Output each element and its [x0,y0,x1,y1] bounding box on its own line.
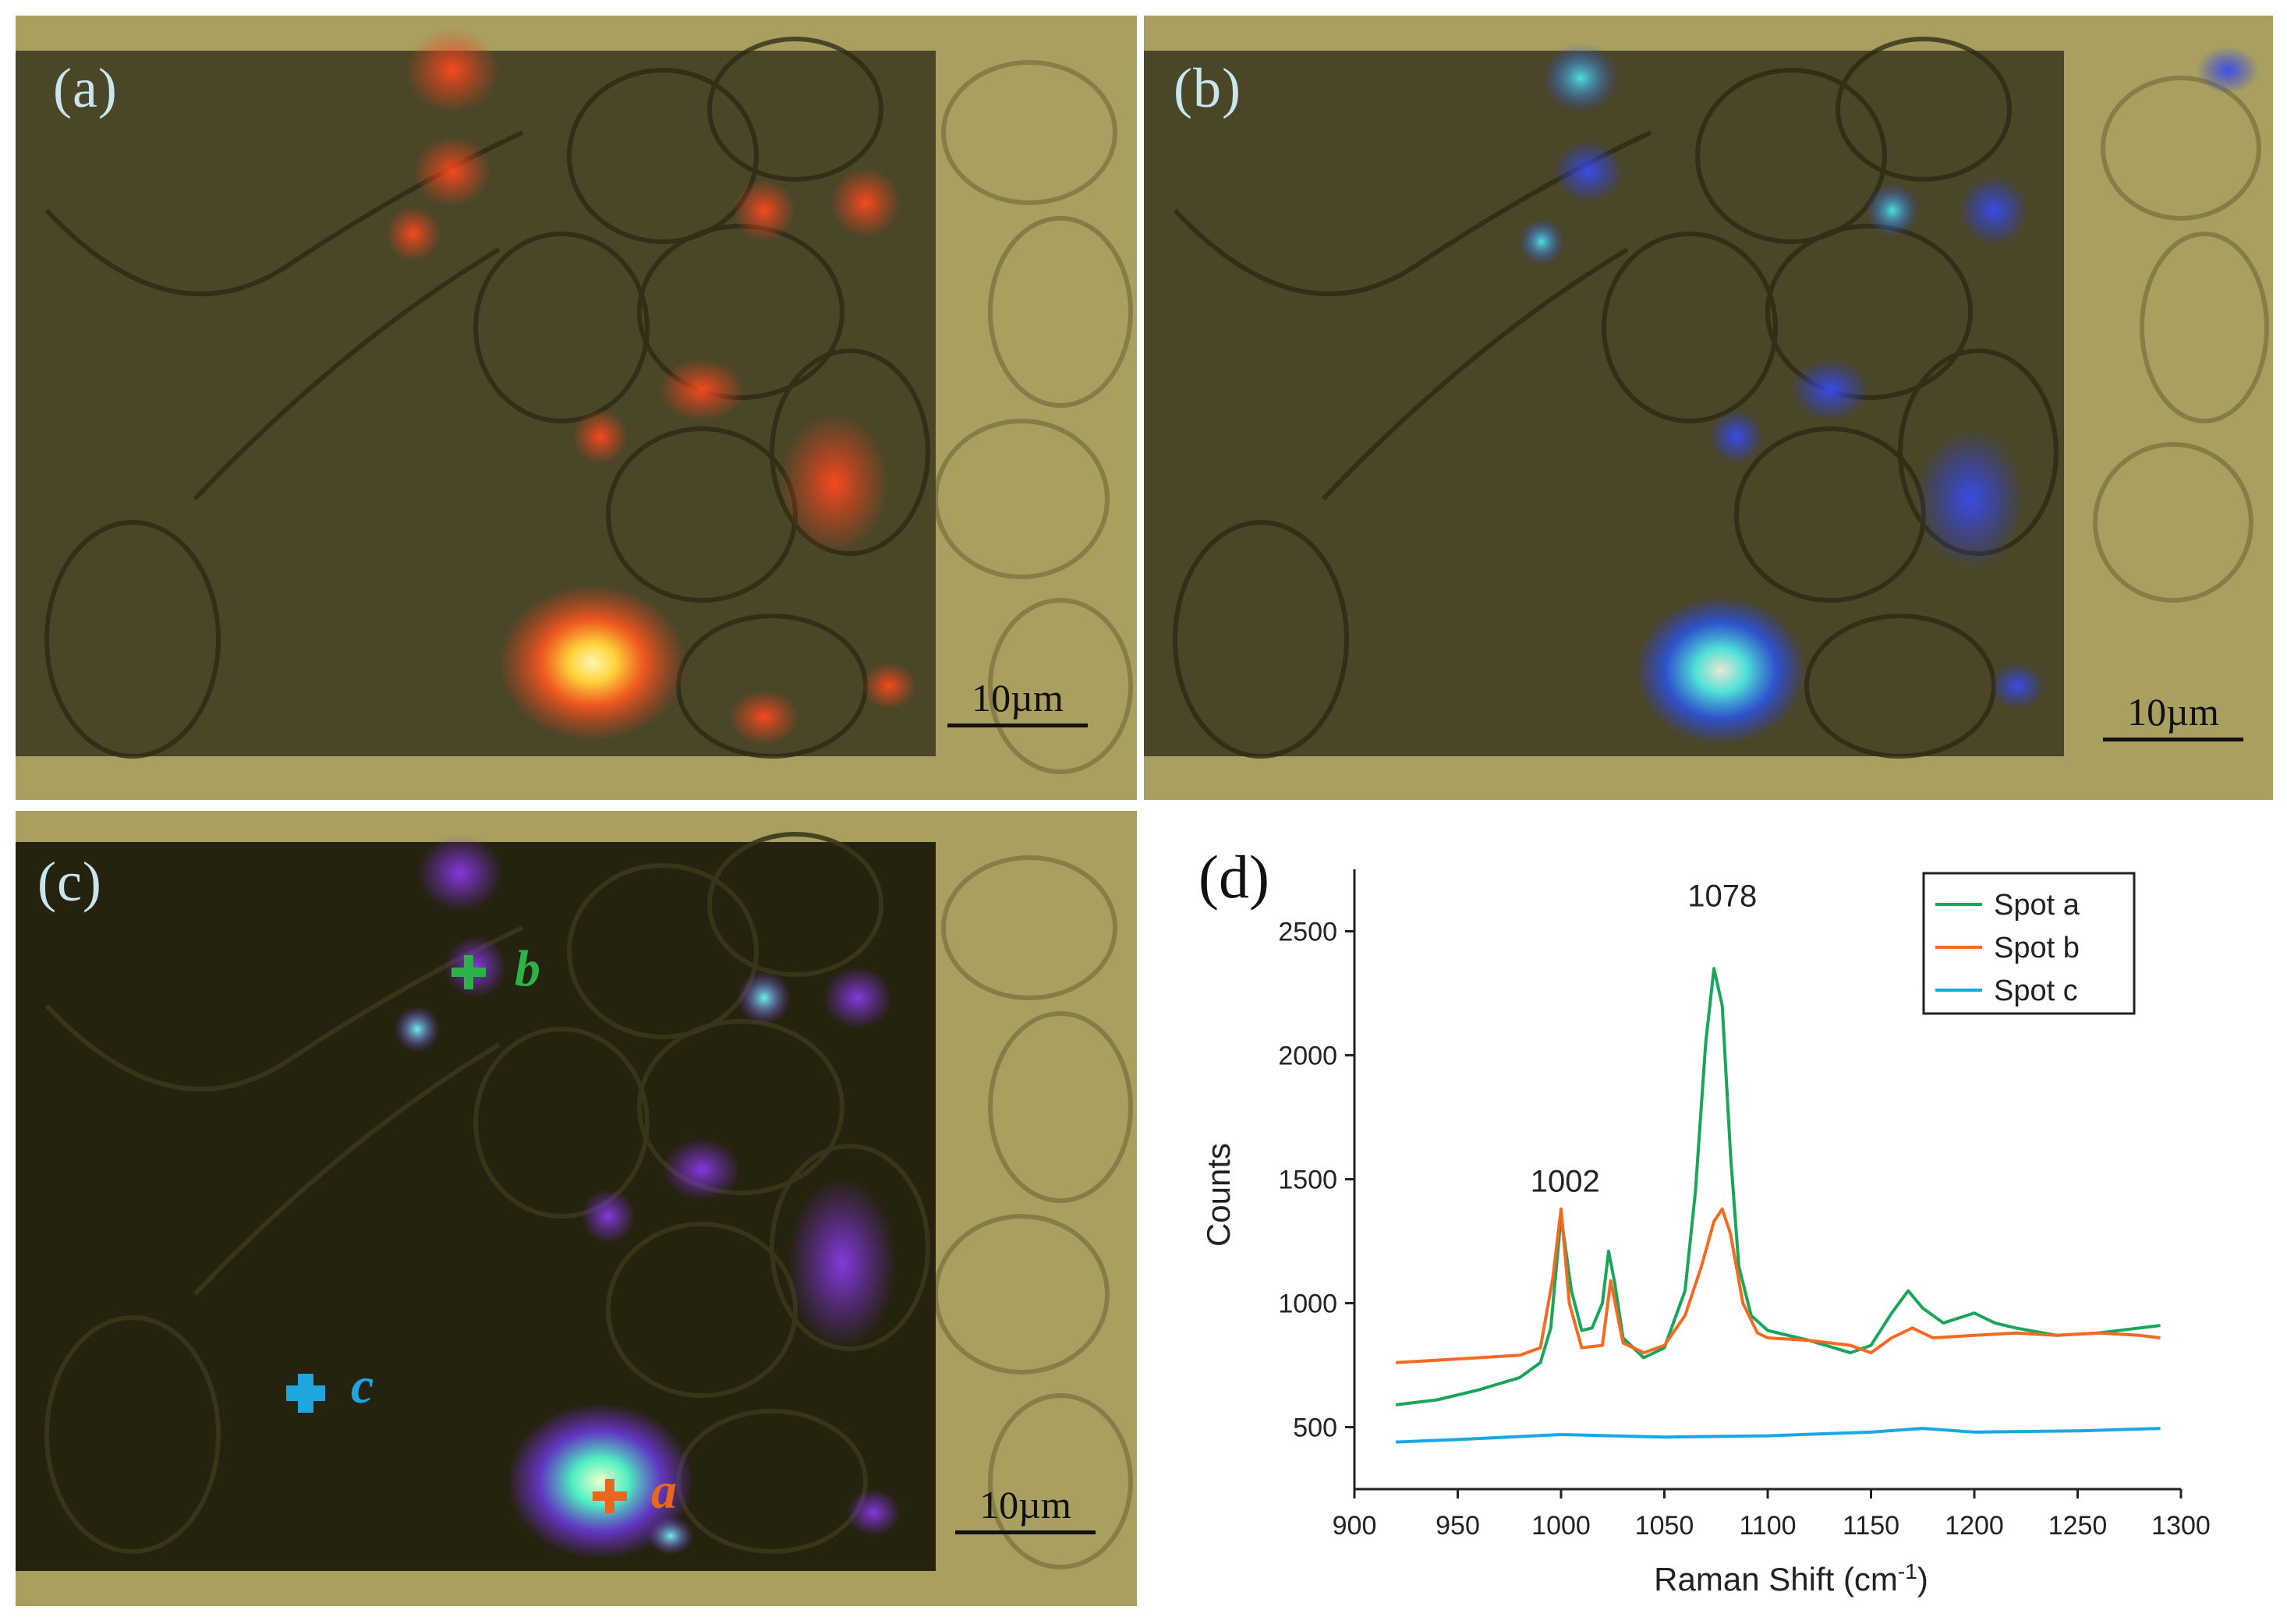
y-tick-label: 500 [1293,1413,1337,1443]
x-axis-label: Raman Shift (cm-1) [1654,1559,1928,1598]
series-line-3 [1395,1427,2161,1444]
x-tick-label: 1100 [1739,1511,1796,1541]
scale-bar-c-label: 10µm [979,1483,1071,1527]
microscopy-image-a [16,16,1137,800]
marker-c-label: c [351,1357,374,1414]
x-tick-label: 950 [1436,1511,1480,1541]
y-tick-label: 2000 [1278,1042,1337,1071]
scale-bar-a: 10µm [947,678,1088,727]
panel-c-label: (c) [37,851,102,913]
x-tick-label: 1250 [2048,1511,2108,1541]
x-tick-label: 1200 [1945,1511,2004,1541]
legend-entry: Spot c [1994,975,2078,1007]
panel-d-label: (d) [1198,843,1269,911]
y-tick-label: 1500 [1278,1166,1337,1195]
series-line-2 [1395,1207,2161,1364]
peak-annotation: 1002 [1531,1164,1600,1198]
scale-bar-b-label: 10µm [2127,690,2219,734]
y-tick-label: 2500 [1278,918,1337,947]
y-axis-label: Counts [1200,1143,1237,1247]
microscopy-image-c [16,811,1137,1606]
marker-b-cross-icon [451,955,486,989]
panel-a-label: (a) [53,57,118,119]
panel-b-label: (b) [1174,57,1241,119]
marker-c-cross-icon [286,1374,325,1413]
x-tick-label: 1300 [2151,1511,2211,1541]
scale-bar-b-line [2103,738,2243,741]
panel-d-chart: (d) 900 950 1000 1050 1100 1150 1200 1250 1300 50… [1144,811,2287,1624]
x-tick-label: 1150 [1843,1511,1899,1541]
marker-b-label: b [515,940,540,997]
scale-bar-a-label: 10µm [972,676,1064,720]
panel-c-image: (c) a b c 10µm [16,811,1137,1606]
x-tick-label: 1000 [1531,1511,1591,1541]
raman-spectrum-chart: 900 950 1000 1050 1100 1150 1200 1250 1300 500 100… [1200,869,2211,1598]
scale-bar-c-line [955,1530,1096,1534]
microscopy-image-b [1144,16,2273,800]
x-tick-label: 900 [1333,1511,1377,1541]
scale-bar-c: 10µm [955,1485,1096,1534]
x-tick-label: 1050 [1635,1511,1694,1541]
marker-a-cross-icon [593,1479,627,1513]
panel-a-image: (a) 10µm [16,16,1137,800]
marker-a-label: a [651,1463,677,1520]
scale-bar-a-line [947,724,1088,727]
panel-b-image: (b) 10µm [1144,16,2273,800]
legend-entry: Spot a [1994,889,2080,922]
y-tick-label: 1000 [1278,1290,1337,1319]
scale-bar-b: 10µm [2103,692,2243,741]
legend-entry: Spot b [1994,932,2080,964]
peak-annotation: 1078 [1687,879,1757,914]
